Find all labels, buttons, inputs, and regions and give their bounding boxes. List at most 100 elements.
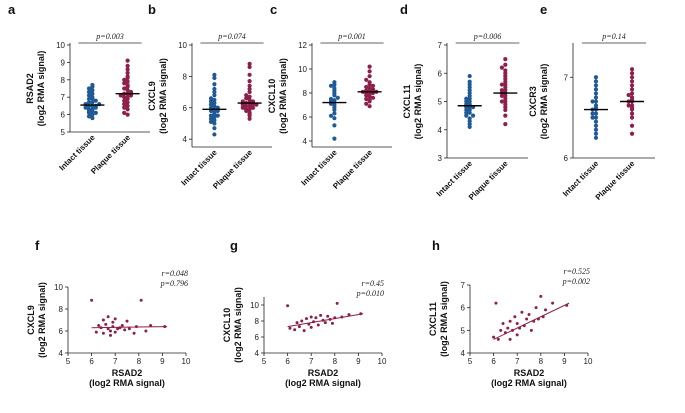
data-point-intact bbox=[212, 97, 217, 103]
data-point-intact bbox=[332, 116, 337, 121]
y-axis-title: CXCL11 bbox=[428, 302, 438, 336]
data-point-intact bbox=[86, 96, 92, 102]
x-tick-label: 7 bbox=[515, 357, 520, 366]
data-point-intact bbox=[593, 79, 599, 84]
scatter-point bbox=[541, 315, 545, 319]
data-point-plaque bbox=[364, 101, 369, 106]
data-point-plaque bbox=[364, 96, 369, 102]
data-point-plaque bbox=[125, 103, 130, 108]
scatter-point bbox=[333, 316, 337, 320]
data-point-plaque bbox=[125, 82, 130, 88]
x-tick-label: 5 bbox=[468, 357, 473, 366]
y-axis-title: CXCL10 bbox=[222, 308, 232, 343]
data-point-intact bbox=[467, 79, 472, 84]
data-point-plaque bbox=[629, 103, 635, 108]
y-tick-label: 10 bbox=[250, 301, 259, 310]
y-tick-label: 10 bbox=[54, 283, 63, 292]
data-point-intact bbox=[593, 99, 599, 104]
x-category-label: Intact tissue bbox=[435, 159, 475, 199]
data-point-intact bbox=[332, 136, 337, 141]
scatter-point bbox=[534, 306, 538, 310]
x-axis-subtitle: (log2 RMA signal) bbox=[491, 378, 567, 388]
data-point-intact bbox=[593, 131, 599, 136]
scatter-point bbox=[492, 335, 496, 339]
data-point-intact bbox=[328, 113, 334, 118]
y-tick-label: 8 bbox=[61, 76, 66, 85]
scatter-point bbox=[113, 317, 117, 321]
correlation-r: r=0.525 bbox=[563, 267, 590, 276]
data-point-plaque bbox=[629, 91, 635, 96]
scatter-point bbox=[286, 304, 290, 308]
correlation-p: p=0.002 bbox=[562, 277, 590, 286]
y-tick-label: 6 bbox=[438, 69, 443, 78]
scatter-point bbox=[139, 298, 143, 302]
data-point-plaque bbox=[499, 65, 505, 70]
data-point-intact bbox=[90, 107, 95, 112]
correlation-r: r=0.45 bbox=[361, 279, 384, 288]
x-tick-label: 8 bbox=[137, 357, 142, 366]
data-point-intact bbox=[212, 100, 217, 106]
data-point-intact bbox=[467, 116, 472, 121]
x-tick-label: 7 bbox=[113, 357, 118, 366]
data-point-plaque bbox=[247, 104, 252, 109]
scatter-point bbox=[536, 317, 540, 321]
data-point-plaque bbox=[367, 69, 372, 74]
data-point-intact bbox=[212, 93, 217, 98]
scatter-point bbox=[99, 326, 103, 330]
panel-label-e: e bbox=[540, 2, 547, 17]
panel-label-a: a bbox=[8, 2, 16, 17]
scatter-point bbox=[506, 326, 510, 330]
data-point-intact bbox=[90, 95, 95, 100]
data-point-intact bbox=[590, 115, 595, 120]
y-tick-label: 6 bbox=[461, 304, 466, 313]
scatter-point bbox=[104, 322, 108, 326]
data-point-intact bbox=[90, 115, 95, 121]
regression-line bbox=[287, 313, 364, 328]
data-point-intact bbox=[86, 100, 92, 105]
y-tick-label: 7 bbox=[61, 93, 66, 102]
y-tick-label: 6 bbox=[61, 111, 66, 120]
data-point-intact bbox=[593, 119, 599, 124]
correlation-p: p=0.010 bbox=[356, 289, 384, 298]
data-point-intact bbox=[328, 83, 334, 88]
data-point-intact bbox=[593, 123, 599, 128]
x-tick-label: 6 bbox=[89, 357, 94, 366]
data-point-intact bbox=[332, 98, 337, 103]
y-axis-subtitle: (log2 RMA signal) bbox=[36, 51, 46, 127]
scatter-point bbox=[127, 327, 131, 331]
data-point-plaque bbox=[499, 99, 505, 104]
x-tick-label: 5 bbox=[262, 357, 267, 366]
data-point-intact bbox=[593, 111, 599, 116]
scatter-point bbox=[508, 337, 512, 341]
x-axis-title: RSAD2 bbox=[514, 368, 545, 378]
y-tick-label: 8 bbox=[303, 89, 308, 98]
data-point-intact bbox=[593, 127, 599, 132]
data-point-intact bbox=[212, 118, 217, 123]
x-tick-label: 9 bbox=[160, 357, 165, 366]
data-point-plaque bbox=[247, 61, 252, 66]
data-point-intact bbox=[464, 96, 469, 101]
x-tick-label: 5 bbox=[66, 357, 71, 366]
data-point-intact bbox=[86, 86, 92, 91]
panel-label-h: h bbox=[432, 238, 440, 253]
data-point-plaque bbox=[629, 71, 635, 76]
data-point-plaque bbox=[367, 64, 372, 69]
data-point-plaque bbox=[122, 102, 127, 107]
data-point-plaque bbox=[370, 95, 376, 100]
y-axis-title: CXCL11 bbox=[402, 84, 412, 118]
data-point-intact bbox=[467, 73, 472, 79]
scatter-point bbox=[515, 333, 519, 337]
data-point-plaque bbox=[503, 122, 508, 127]
scatter-point bbox=[106, 327, 110, 331]
data-point-intact bbox=[593, 115, 599, 120]
data-point-intact bbox=[593, 103, 599, 108]
scatter-point bbox=[300, 319, 304, 323]
y-tick-label: 5 bbox=[461, 326, 466, 335]
data-point-plaque bbox=[125, 70, 130, 75]
data-point-plaque bbox=[247, 94, 252, 99]
data-point-plaque bbox=[122, 86, 127, 91]
